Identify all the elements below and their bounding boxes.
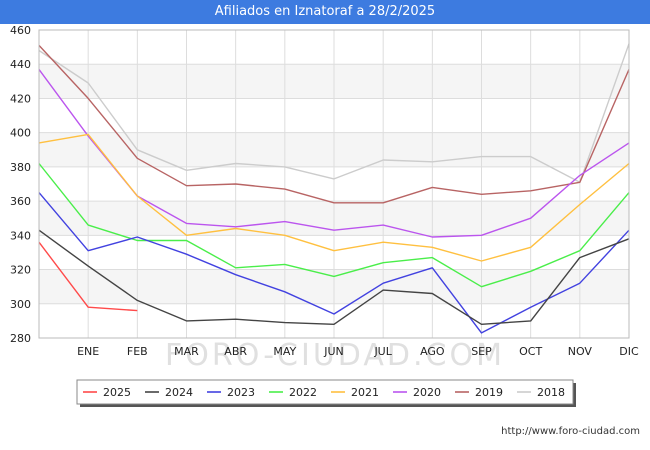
legend-label-2024: 2024 [165, 386, 193, 399]
chart-title: Afiliados en Iznatoraf a 28/2/2025 [0, 0, 650, 24]
series-lines [38, 43, 630, 334]
x-tick-label: DIC [619, 345, 639, 358]
legend-label-2022: 2022 [289, 386, 317, 399]
y-tick-label: 400 [10, 127, 31, 140]
y-tick-labels: 280 300 320 340 360 380 400 420 440 460 [10, 24, 31, 345]
x-tick-label: ABR [224, 345, 247, 358]
y-tick-label: 440 [10, 58, 31, 71]
y-tick-label: 380 [10, 161, 31, 174]
legend-label-2021: 2021 [351, 386, 379, 399]
x-tick-label: SEP [471, 345, 492, 358]
x-tick-label: ENE [77, 345, 99, 358]
legend: 2025 2024 2023 2022 2021 2020 2019 2018 [76, 379, 576, 407]
axes [38, 29, 630, 339]
series-line-2025 [38, 241, 138, 312]
x-tick-label: MAR [174, 345, 199, 358]
series-line-2023 [38, 192, 630, 334]
series-line-2019 [38, 44, 630, 204]
x-tick-label: NOV [568, 345, 593, 358]
y-tick-label: 460 [10, 24, 31, 37]
legend-label-2018: 2018 [537, 386, 565, 399]
x-tick-label: MAY [273, 345, 296, 358]
legend-label-2023: 2023 [227, 386, 255, 399]
footer-url: http://www.foro-ciudad.com [501, 426, 640, 437]
series-line-2022 [38, 163, 630, 288]
x-tick-label: AGO [420, 345, 445, 358]
legend-label-2019: 2019 [475, 386, 503, 399]
x-tick-label: JUL [373, 345, 392, 358]
x-tick-label: FEB [127, 345, 148, 358]
x-tick-label: OCT [519, 345, 542, 358]
legend-label-2025: 2025 [103, 386, 131, 399]
y-tick-label: 300 [10, 298, 31, 311]
legend-label-2020: 2020 [413, 386, 441, 399]
x-tick-labels: ENE FEB MAR ABR MAY JUN JUL AGO SEP OCT NOV DIC [77, 345, 639, 358]
legend-box [76, 379, 574, 405]
plot-frame [38, 29, 630, 339]
y-tick-label: 320 [10, 264, 31, 277]
y-tick-label: 280 [10, 332, 31, 345]
series-line-2021 [38, 133, 630, 262]
y-tick-label: 340 [10, 229, 31, 242]
series-line-2018 [38, 43, 630, 184]
watermark: FORO-CIUDAD.COM [165, 338, 505, 373]
y-tick-label: 360 [10, 195, 31, 208]
x-tick-label: JUN [323, 345, 344, 358]
series-line-2024 [38, 229, 630, 325]
y-tick-label: 420 [10, 92, 31, 105]
